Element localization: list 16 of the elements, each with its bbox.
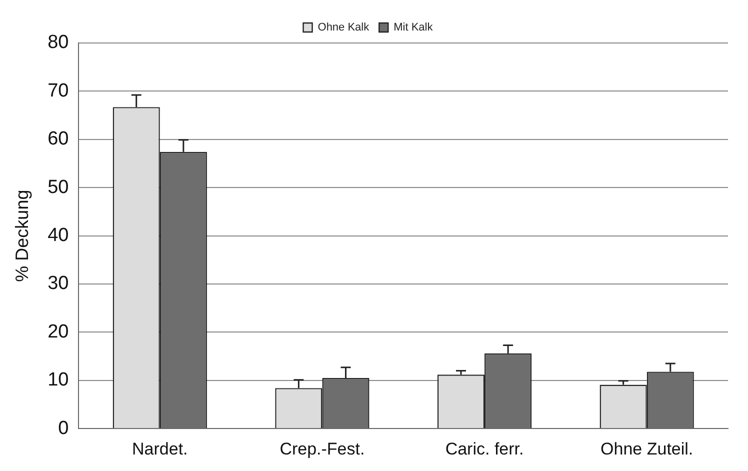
legend-label: Mit Kalk (394, 22, 434, 34)
x-tick-label: Caric. ferr. (445, 439, 524, 458)
y-tick-label: 60 (48, 128, 69, 150)
y-tick-label: 80 (48, 32, 69, 54)
y-tick-label: 20 (48, 321, 69, 342)
x-tick-label: Crep.-Fest. (280, 439, 365, 458)
y-tick-label: 0 (58, 418, 69, 439)
y-tick-label: 50 (48, 176, 69, 198)
y-tick-label: 30 (48, 273, 69, 294)
y-tick-label: 40 (48, 225, 69, 246)
y-tick-label: 70 (48, 80, 69, 102)
x-tick-label: Nardet. (132, 439, 188, 458)
x-tick-label: Ohne Zuteil. (600, 439, 694, 458)
legend-label: Ohne Kalk (318, 22, 370, 34)
y-tick-label: 10 (48, 370, 69, 391)
y-axis-title: % Deckung (12, 190, 32, 282)
